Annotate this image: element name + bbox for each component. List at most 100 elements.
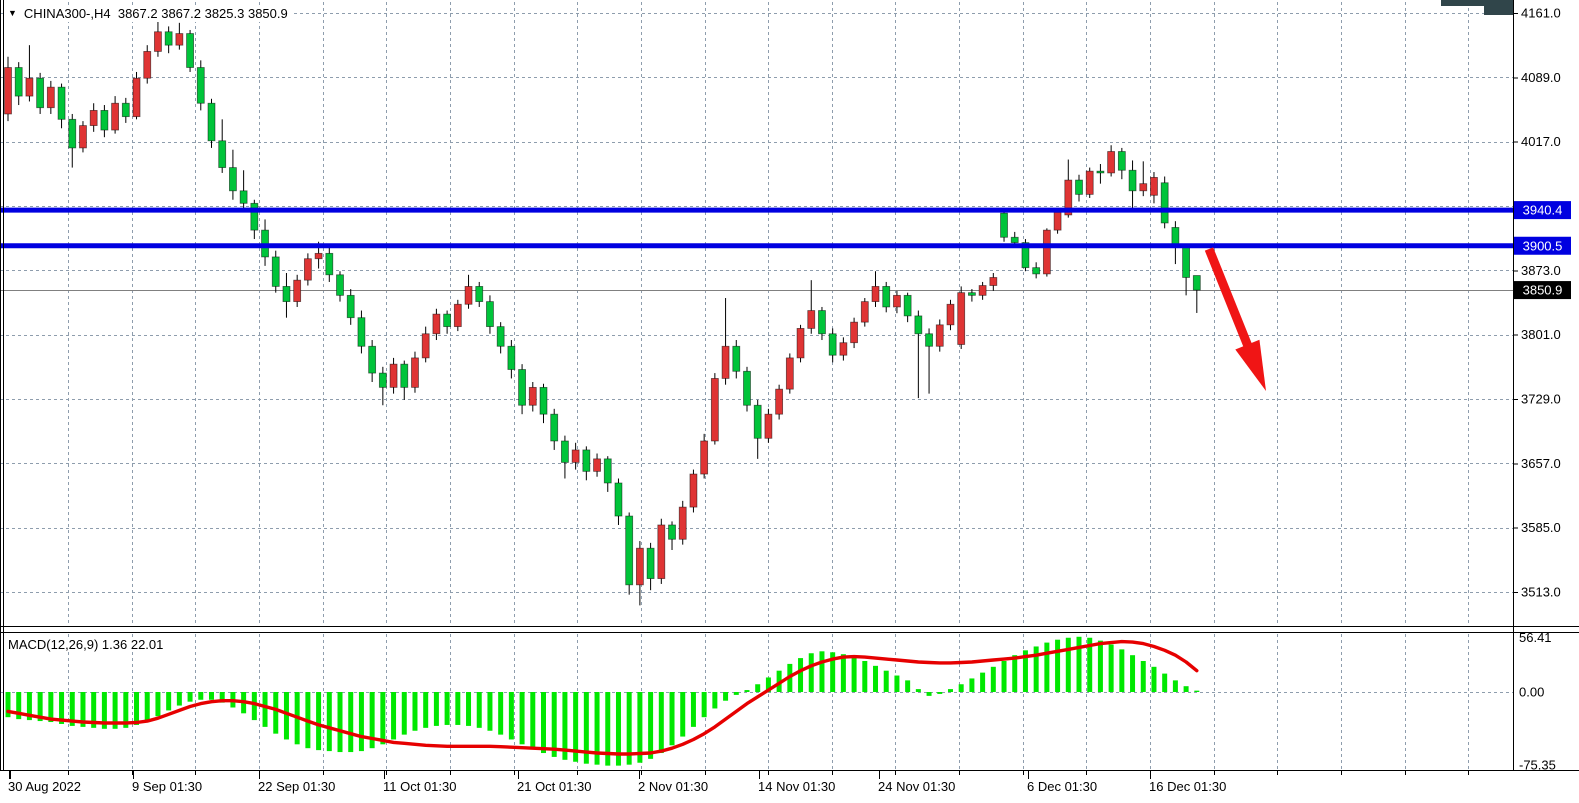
macd-bar	[1162, 673, 1168, 692]
candle	[925, 328, 933, 394]
candle	[550, 408, 559, 450]
candle-body	[111, 102, 119, 131]
price-badge-box	[1514, 236, 1571, 255]
candle-body	[593, 458, 601, 472]
candle-body	[518, 369, 526, 406]
candle-body	[132, 77, 141, 118]
candle	[753, 399, 762, 459]
candle	[250, 199, 259, 240]
candle-body	[893, 294, 901, 308]
candle	[839, 337, 848, 361]
macd-bar	[1044, 642, 1050, 692]
macd-bar	[1194, 690, 1200, 692]
price-badge-label: 3940.4	[1523, 203, 1563, 218]
macd-bar	[658, 692, 664, 754]
candle-body	[496, 326, 505, 347]
candle	[1096, 164, 1105, 184]
candle	[893, 290, 901, 314]
candle-body	[571, 449, 580, 463]
macd-bar	[894, 675, 900, 692]
price-axis[interactable]: 4161.04089.04017.03945.03873.03801.03729…	[1513, 6, 1571, 773]
candle	[378, 366, 387, 406]
candle	[818, 306, 826, 341]
macd-bar	[1055, 639, 1061, 692]
symbol-dropdown-icon[interactable]: ▼	[8, 8, 17, 18]
candle	[261, 219, 269, 266]
candle	[1085, 167, 1094, 198]
price-badge-box	[1514, 281, 1571, 300]
candle	[678, 500, 687, 545]
price-tick-label: 3513.0	[1521, 584, 1561, 599]
candle-body	[1010, 236, 1019, 244]
candle-body	[635, 547, 644, 586]
candle-body	[646, 547, 655, 579]
candle-body	[550, 413, 559, 442]
candle	[646, 542, 655, 591]
candle	[528, 382, 537, 412]
candle-body	[1117, 151, 1126, 171]
macd-bar	[326, 692, 332, 752]
macd-bar	[541, 692, 546, 754]
macd-bar	[1065, 637, 1071, 692]
candle-body	[314, 252, 323, 260]
candle	[507, 340, 516, 379]
macd-bar	[701, 692, 707, 718]
macd-bar	[1183, 686, 1189, 692]
candle	[325, 247, 334, 282]
candle-body	[957, 292, 966, 345]
candle-body	[528, 386, 537, 406]
macd-bar	[583, 692, 589, 764]
candle-body	[1021, 242, 1030, 269]
price-badge-label: 3900.5	[1523, 238, 1563, 253]
candle-body	[732, 345, 741, 372]
macd-bar	[273, 692, 279, 734]
candle-body	[828, 333, 837, 356]
candle	[625, 512, 634, 595]
candle-body	[239, 190, 248, 204]
grid	[0, 2, 1513, 769]
macd-bar	[530, 692, 536, 750]
candle	[989, 273, 998, 291]
macd-bar	[91, 692, 97, 728]
macd-bar	[112, 692, 118, 729]
macd-bar	[1108, 644, 1114, 692]
macd-tick-label: 56.41	[1519, 630, 1552, 645]
macd-bar	[840, 654, 846, 692]
candle	[282, 273, 291, 318]
candle	[175, 22, 184, 50]
price-badge: 3900.5	[1514, 236, 1571, 255]
candle	[143, 45, 152, 84]
candle-body	[785, 357, 794, 390]
macd-bar	[798, 658, 804, 692]
candle	[561, 435, 569, 479]
candle-body	[668, 524, 676, 540]
macd-bar	[455, 692, 461, 725]
candle	[154, 21, 162, 57]
candle-body	[486, 301, 494, 328]
candle	[68, 113, 77, 168]
time-axis[interactable]: 30 Aug 2022 9 Sep 01:30 22 Sep 01:30 11 Oct…	[8, 771, 1469, 794]
macd-bar	[1076, 636, 1082, 692]
candle-body	[700, 440, 709, 475]
down-arrow-annotation[interactable]	[1204, 247, 1266, 391]
macd-bar	[26, 692, 32, 721]
candle	[882, 281, 891, 313]
candle	[796, 324, 805, 363]
candle-body	[89, 109, 98, 126]
macd-bar	[176, 692, 182, 706]
candle	[914, 310, 923, 399]
macd-bar	[262, 692, 268, 727]
candle	[196, 60, 205, 111]
candle-body	[678, 506, 687, 540]
macd-bar	[808, 653, 814, 692]
candle-body	[1032, 267, 1041, 275]
candle-body	[1192, 275, 1201, 291]
candle	[1150, 172, 1158, 204]
candle-body	[121, 102, 130, 118]
candle-body	[743, 370, 751, 406]
macd-bar	[144, 692, 150, 722]
price-tick-label: 3657.0	[1521, 456, 1561, 471]
macd-bar	[1130, 655, 1136, 692]
